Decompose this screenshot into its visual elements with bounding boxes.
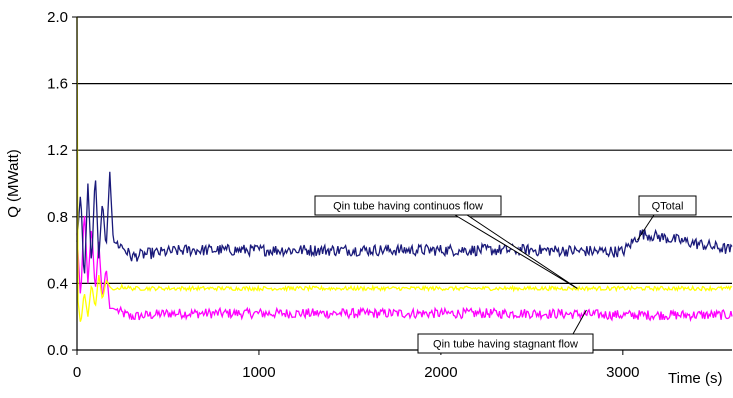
callout-label: QTotal <box>652 201 684 213</box>
y-tick-label-2: 0.8 <box>47 209 68 226</box>
y-tick-label-3: 1.2 <box>47 142 68 159</box>
x-tick-label-3: 3000 <box>606 364 639 381</box>
callout-box <box>314 195 502 216</box>
tick-labels: 0.0 0.4 0.8 1.2 1.6 2.0 0 1000 2000 3000 <box>47 9 639 381</box>
annotations: Qin tube having continuos flow QTotal Qin … <box>314 195 697 354</box>
callout-label: Qin tube having continuos flow <box>333 201 483 213</box>
callout-qtotal_label: QTotal <box>636 195 697 241</box>
callout-box <box>638 195 697 216</box>
callout-pointer <box>572 309 587 335</box>
callout-pointer <box>636 214 655 241</box>
series-line-stagnant <box>76 215 733 323</box>
y-tick-label-0: 0.0 <box>47 342 68 359</box>
gridlines <box>77 16 732 284</box>
axes: Q (MWatt) Time (s) <box>5 17 732 387</box>
x-tick-label-1: 1000 <box>242 364 275 381</box>
series-line-continuous <box>76 16 733 322</box>
y-axis-title: Q (MWatt) <box>5 149 22 218</box>
series-line-qtotal <box>76 171 733 274</box>
callout-label: Qin tube having stagnant flow <box>433 339 578 351</box>
x-axis-title: Time (s) <box>668 370 722 387</box>
y-tick-label-4: 1.6 <box>47 76 68 93</box>
x-tick-label-0: 0 <box>73 364 81 381</box>
data-series <box>76 16 733 323</box>
callout-stagnant_label: Qin tube having stagnant flow <box>417 309 594 354</box>
callout-continuous_label: Qin tube having continuos flow <box>314 195 578 289</box>
y-tick-label-5: 2.0 <box>47 9 68 26</box>
y-tick-label-1: 0.4 <box>47 275 68 292</box>
callout-box <box>417 333 594 354</box>
x-tick-label-2: 2000 <box>424 364 457 381</box>
